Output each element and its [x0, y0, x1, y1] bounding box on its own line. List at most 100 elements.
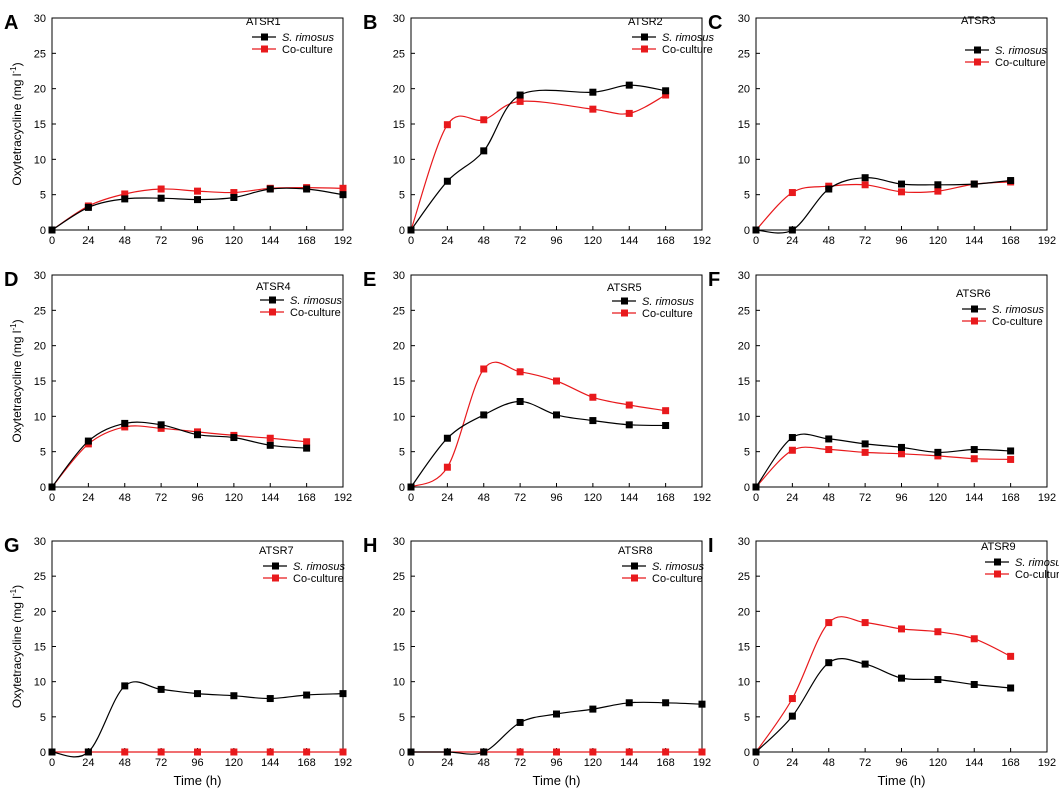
- x-tick-label: 0: [753, 235, 759, 247]
- x-tick-label: 192: [334, 235, 352, 247]
- data-point: [443, 748, 451, 756]
- data-point: [625, 109, 633, 117]
- series-s-rimosus: [752, 433, 1015, 491]
- x-tick-label: 96: [895, 757, 907, 769]
- panel-letter: H: [363, 535, 377, 557]
- data-point: [516, 748, 524, 756]
- x-tick-label: 120: [225, 492, 243, 504]
- legend-swatch-marker: [641, 33, 648, 41]
- x-tick-label: 192: [693, 492, 711, 504]
- y-tick-label: 30: [738, 270, 750, 282]
- x-tick-label: 96: [191, 492, 203, 504]
- data-point: [84, 748, 92, 756]
- series-s-rimosus: [407, 81, 670, 234]
- data-point: [825, 446, 833, 454]
- y-tick-label: 25: [34, 48, 46, 60]
- x-tick-label: 0: [49, 235, 55, 247]
- x-tick-label: 72: [514, 757, 526, 769]
- legend-label: S. rimosus: [642, 296, 694, 308]
- x-tick-label: 96: [191, 235, 203, 247]
- data-point: [339, 191, 347, 199]
- panel-a: 0 24 48 72 96 120 144 168 192 0 5 10 15 20 25 30 A Oxytet…: [4, 12, 352, 247]
- data-point: [121, 190, 129, 198]
- x-tick-label: 0: [49, 492, 55, 504]
- panel-letter: A: [4, 12, 18, 34]
- x-tick-label: 0: [408, 757, 414, 769]
- legend-swatch-marker: [269, 296, 276, 304]
- x-tick-label: 192: [1038, 235, 1056, 247]
- y-tick-label: 15: [393, 376, 405, 388]
- data-point: [662, 699, 670, 707]
- y-tick-label: 0: [399, 482, 405, 494]
- x-tick-label: 144: [620, 235, 638, 247]
- legend-title: ATSR2: [628, 16, 663, 28]
- legend-label: S. rimosus: [282, 32, 334, 44]
- data-point: [303, 748, 311, 756]
- data-point: [788, 695, 796, 703]
- data-point: [898, 180, 905, 188]
- x-tick-label: 120: [584, 235, 602, 247]
- legend-swatch-marker: [974, 58, 981, 66]
- data-point: [339, 690, 347, 698]
- data-point: [589, 417, 597, 425]
- x-tick-label: 120: [929, 757, 947, 769]
- y-tick-label: 25: [34, 305, 46, 317]
- y-tick-label: 20: [738, 84, 750, 96]
- legend-label: Co-culture: [290, 307, 341, 319]
- legend-label: Co-culture: [662, 44, 713, 56]
- data-point: [861, 440, 869, 448]
- x-tick-label: 48: [823, 492, 835, 504]
- data-point: [934, 628, 942, 636]
- y-tick-label: 20: [738, 606, 750, 618]
- data-point: [480, 748, 488, 756]
- y-tick-label: 10: [738, 677, 750, 689]
- y-tick-label: 5: [399, 712, 405, 724]
- data-point: [1007, 684, 1015, 692]
- x-tick-label: 72: [859, 492, 871, 504]
- data-point: [230, 434, 238, 442]
- x-tick-label: 48: [823, 235, 835, 247]
- data-point: [266, 748, 274, 756]
- y-tick-label: 15: [738, 376, 750, 388]
- series-line: [51, 421, 307, 488]
- data-point: [407, 748, 415, 756]
- series-s-rimosus: [407, 397, 670, 491]
- series-s-rimosus: [48, 185, 347, 234]
- x-tick-label: 168: [656, 235, 674, 247]
- series-co-culture: [407, 91, 670, 234]
- y-tick-label: 25: [738, 571, 750, 583]
- data-point: [898, 625, 905, 633]
- y-tick-label: 25: [34, 571, 46, 583]
- series-s-rimosus: [48, 419, 311, 491]
- legend-label: S. rimosus: [652, 561, 704, 573]
- data-point: [752, 483, 760, 491]
- data-point: [157, 424, 165, 432]
- x-tick-label: 192: [1038, 757, 1056, 769]
- legend-title: ATSR3: [961, 15, 996, 27]
- legend-swatch-marker: [272, 574, 279, 582]
- y-tick-label: 30: [393, 270, 405, 282]
- data-point: [861, 619, 869, 627]
- data-point: [625, 81, 633, 89]
- x-tick-label: 168: [297, 235, 315, 247]
- y-tick-label: 20: [393, 84, 405, 96]
- x-axis-label: Time (h): [174, 773, 222, 788]
- data-point: [443, 463, 451, 471]
- data-point: [1007, 652, 1015, 660]
- x-tick-label: 144: [965, 757, 983, 769]
- legend-swatch-marker: [971, 305, 978, 313]
- data-point: [970, 635, 978, 643]
- legend-label: S. rimosus: [293, 561, 345, 573]
- legend-swatch-marker: [261, 33, 268, 41]
- y-tick-label: 10: [738, 154, 750, 166]
- x-tick-label: 72: [859, 757, 871, 769]
- data-point: [698, 700, 706, 708]
- y-axis-label: Oxytetracycline (mg l-1): [9, 585, 24, 708]
- x-tick-label: 96: [191, 757, 203, 769]
- y-tick-label: 25: [738, 305, 750, 317]
- y-tick-label: 5: [744, 447, 750, 459]
- y-tick-label: 20: [393, 341, 405, 353]
- x-tick-label: 48: [823, 757, 835, 769]
